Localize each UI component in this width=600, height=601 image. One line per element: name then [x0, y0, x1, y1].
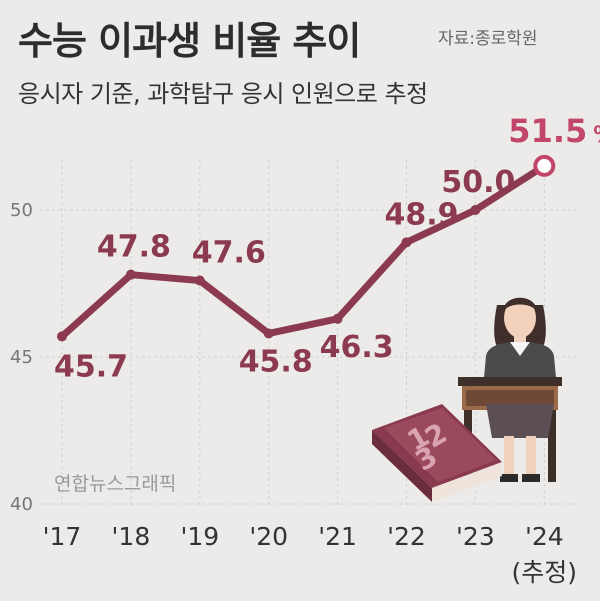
data-point	[125, 269, 136, 280]
data-point	[57, 331, 67, 342]
x-tick-label: '22	[387, 522, 426, 551]
x-tick-label: '17	[43, 522, 82, 551]
x-tick-label: '19	[180, 522, 219, 551]
data-points	[57, 154, 556, 342]
data-label: 48.9	[385, 197, 459, 232]
series-polyline	[58, 162, 548, 340]
x-tick-label: '18	[112, 522, 151, 551]
data-label: 47.6	[192, 236, 266, 271]
y-tick-label: 40	[10, 494, 33, 515]
data-point	[470, 205, 481, 215]
data-point	[401, 237, 412, 248]
data-label: 46.3	[320, 330, 394, 365]
data-label: 51.5%	[508, 112, 600, 150]
x-tick-label: '21	[318, 522, 357, 551]
chart-subtitle: 응시자 기준, 과학탐구 응시 인원으로 추정	[18, 80, 428, 108]
data-point	[263, 328, 274, 339]
x-tick-label: '20	[249, 522, 288, 551]
source-note: 자료:종로학원	[438, 29, 538, 49]
series-line	[58, 162, 548, 340]
data-labels: 45.7 47.8 47.6 45.846.3 48.950.0 51.5%	[54, 112, 600, 385]
data-label: 45.8	[239, 344, 313, 379]
data-label: 45.7	[54, 349, 128, 384]
chart-title: 수능 이과생 비율 추이	[18, 19, 361, 63]
data-point-highlight	[533, 154, 556, 177]
y-tick-label: 50	[10, 200, 33, 221]
data-label: 47.8	[97, 230, 171, 265]
y-axis-ticks: 40 45 50	[10, 200, 33, 515]
x-axis-ticks: '17 '18 '19 '20 '21 '22 '23 '24	[43, 522, 564, 551]
data-point	[332, 313, 343, 324]
y-tick-label: 45	[10, 347, 33, 368]
x-tick-label: '23	[456, 522, 495, 551]
x-tick-label: '24	[525, 522, 564, 551]
data-label: 50.0	[441, 165, 515, 200]
data-point	[194, 275, 205, 286]
book-illustration: 1 2 3	[372, 404, 502, 502]
unit-label: %	[593, 123, 600, 148]
credit-text: 연합뉴스그래픽	[54, 473, 176, 495]
x-tick-note: (추정)	[512, 558, 578, 587]
